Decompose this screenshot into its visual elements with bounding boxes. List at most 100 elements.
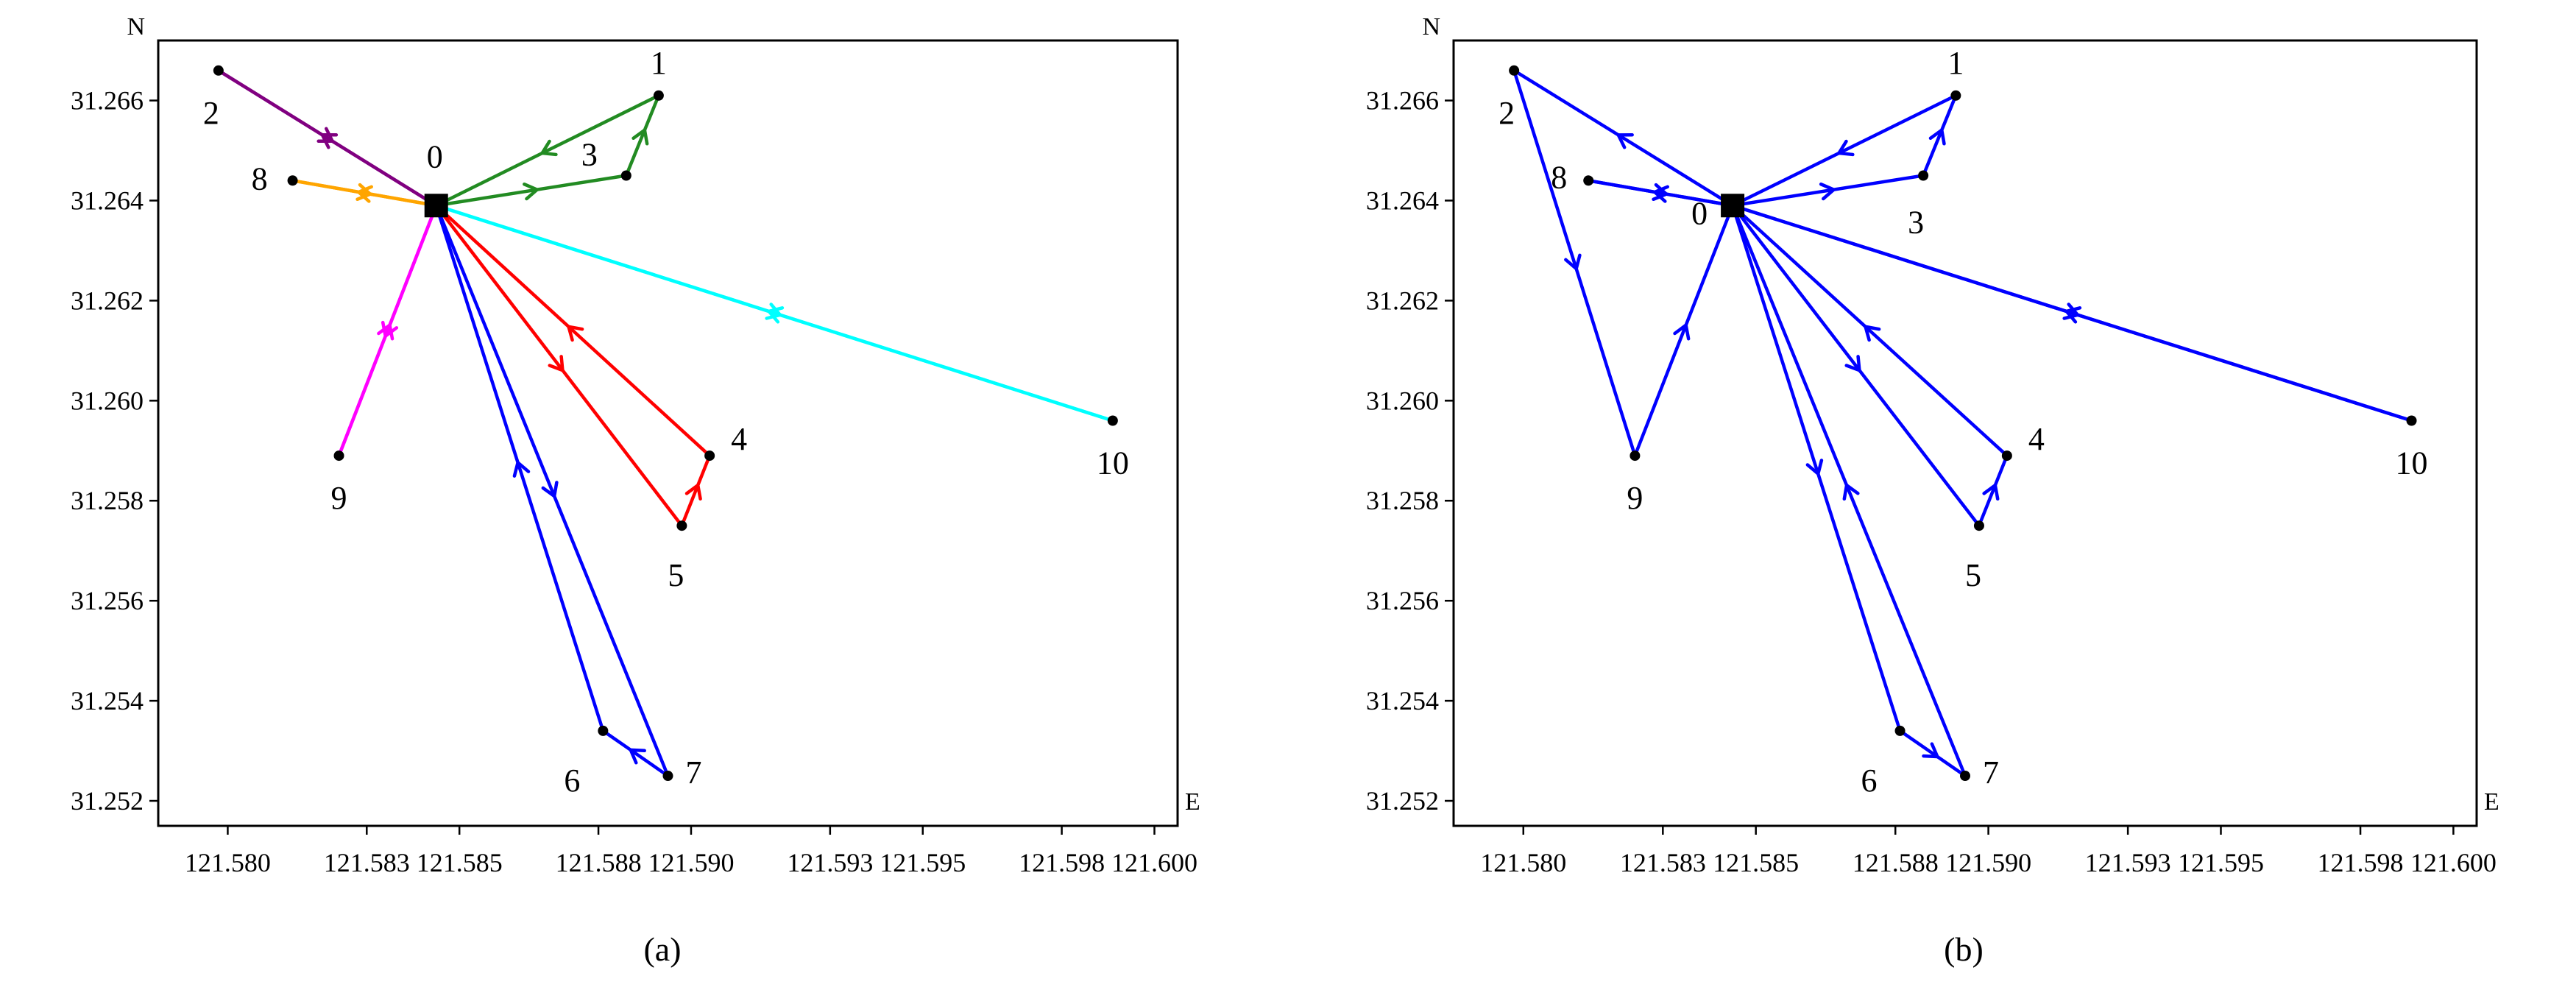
panel-a-route-segment <box>291 179 438 208</box>
panel-a-y-tick-label: 31.254 <box>71 686 144 715</box>
panel-b-y-tick-label: 31.266 <box>1366 86 1439 116</box>
panel-b-customer-node <box>2001 450 2012 462</box>
panel-a-north-label: N <box>127 13 145 40</box>
panel-b-route-arrow <box>1652 183 1669 202</box>
panel-b-north-label: N <box>1422 13 1440 40</box>
panel-a-node-label: 4 <box>731 421 747 457</box>
panel-a-node-label: 2 <box>203 95 219 131</box>
panel-a-route-segment <box>434 204 1115 422</box>
panel-a-route-segment <box>434 204 712 458</box>
panel-a-y-tick-label: 31.258 <box>71 486 144 515</box>
panel-b-route-segment <box>1730 204 1902 733</box>
panel-a-route-segment <box>434 174 629 208</box>
panel-a-route-arrow <box>684 483 702 501</box>
panel-b-x-tick-label: 121.595 <box>2178 848 2264 877</box>
panel-b-plot-frame <box>1452 39 2478 827</box>
panel-a-node-label: 9 <box>331 480 347 516</box>
panel-b-customer-node <box>1960 771 1970 782</box>
panel-a-customer-node <box>653 90 664 101</box>
panel-b-customer-node <box>1630 450 1641 462</box>
panel-b-customer-node <box>1509 65 1520 76</box>
panel-a-x-tick-label: 121.598 <box>1019 848 1105 877</box>
panel-a-caption: (a) <box>643 930 681 968</box>
panel-b-route-segment <box>1730 204 2413 422</box>
panel-b: 121.580 121.583 121.585 121.588 121.590 121.5… <box>1366 13 2499 968</box>
panel-a-route-segment <box>434 204 684 528</box>
panel-a-node-label: 8 <box>252 160 268 197</box>
panel-b-node-label: 5 <box>1965 557 1981 593</box>
panel-a-route-arrow <box>540 139 558 157</box>
panel-b-route-segment <box>1730 204 1981 528</box>
panel-b-x-tick-label: 121.598 <box>2318 848 2404 877</box>
panel-a-node-label: 0 <box>427 138 443 174</box>
panel-a-node-label: 5 <box>668 557 684 593</box>
panel-b-route-arrow <box>2064 306 2082 324</box>
panel-a-route-arrow <box>567 325 584 342</box>
panel-b-node-label: 7 <box>1983 754 1999 791</box>
panel-a-customer-node <box>287 175 298 186</box>
panel-b-y-tick-label: 31.252 <box>1366 786 1439 816</box>
panel-a-route-segment <box>434 204 605 733</box>
panel-a-plot-frame <box>157 39 1179 827</box>
panel-b-route-arrow <box>1844 355 1861 372</box>
panel-a-route-segment <box>337 204 438 458</box>
panel-b-node-label: 1 <box>1947 45 1964 81</box>
panel-a-x-tick-label: 121.593 <box>787 848 873 877</box>
panel-b-route-arrow <box>1564 253 1582 271</box>
panel-a-customer-node <box>1107 415 1118 426</box>
panel-b-route-segment <box>1730 204 2009 458</box>
panel-a-route-arrow <box>355 183 372 202</box>
panel-b-route-segment <box>1586 179 1735 208</box>
panel-b-x-tick-label: 121.590 <box>1945 848 2031 877</box>
panel-b-route-segment <box>1633 204 1735 458</box>
panel-b-node-label: 3 <box>1908 204 1924 240</box>
panel-a-node-label: 6 <box>564 763 580 799</box>
panel-b-node-label: 6 <box>1861 763 1878 799</box>
panel-a-route-arrow <box>316 127 334 144</box>
panel-a: 121.580 121.583 121.585 121.588 121.590 121.5… <box>71 13 1200 968</box>
panel-b-route-segment <box>1512 68 1735 208</box>
panel-a-customer-node <box>676 520 687 531</box>
panel-a-y-tick-label: 31.264 <box>71 185 144 215</box>
panel-a-node-label: 3 <box>581 136 598 172</box>
panel-b-caption: (b) <box>1944 930 1984 968</box>
panel-a-customer-node <box>333 450 344 462</box>
panel-b-route-segment <box>1512 68 1637 458</box>
panel-b-y-tick-label: 31.262 <box>1366 286 1439 315</box>
panel-a-x-tick-label: 121.588 <box>556 848 642 877</box>
panel-b-route-segment <box>1730 93 1958 208</box>
panel-b-route-segment <box>1730 174 1925 208</box>
panel-b-customer-node <box>2406 415 2417 426</box>
panel-b-route-arrow <box>1982 483 2000 501</box>
panel-a-customer-node <box>598 725 609 736</box>
panel-a-node-label: 1 <box>651 45 667 81</box>
panel-a-y-tick-label: 31.262 <box>71 286 144 315</box>
panel-b-route-arrow <box>1819 183 1836 201</box>
panel-a-y-tick-label: 31.252 <box>71 786 144 816</box>
panel-b-y-tick-label: 31.256 <box>1366 586 1439 615</box>
panel-b-node-label: 9 <box>1627 480 1643 516</box>
panel-b-route-arrow <box>1842 483 1860 501</box>
panel-b-node-label: 10 <box>2396 445 2428 481</box>
panel-b-x-tick-label: 121.585 <box>1713 848 1799 877</box>
panel-b-route-arrow <box>1922 742 1939 759</box>
panel-a-east-label: E <box>1185 788 1200 816</box>
panel-b-route-arrow <box>1673 323 1691 341</box>
panel-b-route-arrow <box>1837 139 1855 157</box>
panel-a-x-tick-label: 121.600 <box>1111 848 1197 877</box>
panel-b-customer-node <box>1950 90 1961 101</box>
panel-a-x-tick-label: 121.583 <box>324 848 410 877</box>
panel-a-route-arrow <box>523 183 539 201</box>
panel-a-route-arrow <box>629 748 646 765</box>
panel-b-route-arrow <box>1864 325 1881 342</box>
panel-a-route-segment <box>624 93 661 177</box>
panel-a-y-tick-label: 31.260 <box>71 386 144 415</box>
panel-a-route-arrow <box>377 323 394 341</box>
panel-b-route-segment <box>1898 729 1967 778</box>
panel-b-y-tick-label: 31.264 <box>1366 185 1439 215</box>
panel-a-customer-node <box>213 65 224 76</box>
panel-b-customer-node <box>1973 520 1984 531</box>
panel-a-customer-node <box>704 450 715 462</box>
panel-b-x-tick-label: 121.588 <box>1853 848 1939 877</box>
panel-a-x-tick-label: 121.585 <box>417 848 503 877</box>
